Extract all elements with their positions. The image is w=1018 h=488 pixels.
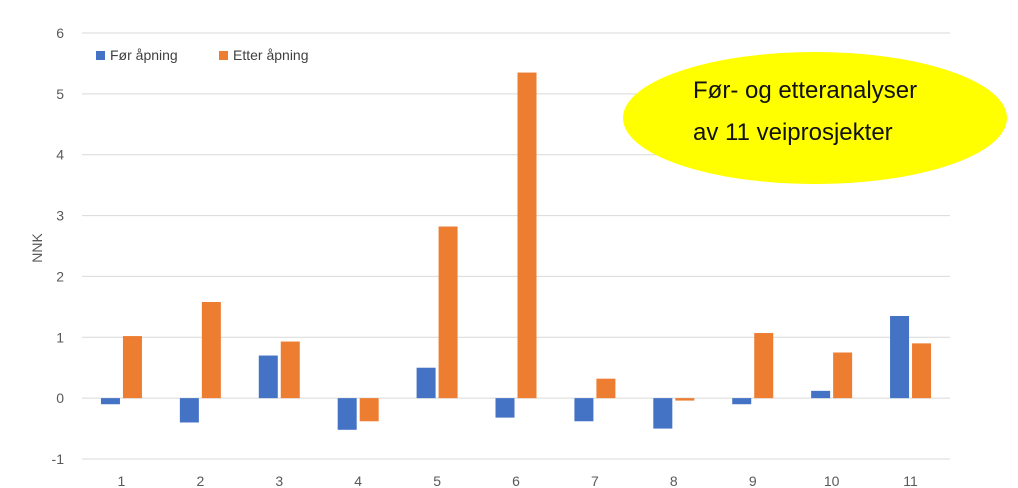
bar-series-1-cat-6 [495,398,515,418]
bar-series-2-cat-9 [754,333,774,399]
callout-line-2: av 11 veiprosjekter [693,119,893,146]
bar-series-1-cat-7 [574,398,594,422]
x-tick-label: 10 [824,473,840,488]
x-tick-label: 6 [512,473,520,488]
bar-series-1-cat-3 [258,355,278,399]
x-tick-label: 5 [433,473,441,488]
bar-series-2-cat-7 [596,378,616,399]
bar-series-2-cat-4 [359,398,379,422]
bar-series-1-cat-1 [100,398,120,405]
y-tick-label: 0 [56,390,64,406]
bar-series-1-cat-9 [732,398,752,405]
x-tick-label: 7 [591,473,599,488]
bar-series-1-cat-5 [416,367,436,399]
bar-series-1-cat-8 [653,398,673,429]
x-tick-label: 4 [354,473,362,488]
bar-series-1-cat-11 [890,315,910,399]
bar-series-2-cat-8 [675,398,695,401]
bar-series-1-cat-2 [179,398,199,423]
y-tick-label: -1 [52,451,65,467]
y-tick-label: 6 [56,25,64,41]
x-tick-label: 3 [275,473,283,488]
bar-series-2-cat-11 [912,343,932,399]
y-tick-label: 4 [56,147,64,163]
bar-series-1-cat-4 [337,398,357,430]
bar-series-2-cat-6 [517,72,537,399]
bar-series-1-cat-10 [811,390,831,399]
legend: Før åpning Etter åpning [96,47,309,63]
y-axis-title: NNK [29,233,45,263]
bar-series-2-cat-1 [122,336,142,399]
y-tick-label: 1 [56,329,64,345]
legend-label-series-1: Før åpning [110,47,178,63]
x-tick-label: 1 [118,473,126,488]
bar-series-2-cat-10 [833,352,853,399]
bars [100,72,932,430]
x-axis-ticks: 1 2 3 4 5 6 7 8 9 10 11 [118,473,918,488]
x-tick-label: 9 [749,473,757,488]
legend-swatch-series-2 [219,51,228,60]
callout-line-1: Før- og etteranalyser [693,77,917,104]
y-tick-label: 3 [56,208,64,224]
legend-swatch-series-1 [96,51,105,60]
callout-ellipse [623,52,1007,184]
legend-label-series-2: Etter åpning [233,47,309,63]
x-tick-label: 2 [196,473,204,488]
bar-series-2-cat-2 [201,301,221,399]
y-tick-label: 5 [56,86,64,102]
y-axis-ticks: -1 0 1 2 3 4 5 6 [52,25,65,467]
x-tick-label: 11 [903,473,918,488]
y-tick-label: 2 [56,268,64,284]
x-tick-label: 8 [670,473,678,488]
callout: Før- og etteranalyser av 11 veiprosjekte… [623,52,1007,184]
bar-series-2-cat-3 [280,341,300,399]
bar-series-2-cat-5 [438,226,458,399]
gridlines [82,32,950,460]
